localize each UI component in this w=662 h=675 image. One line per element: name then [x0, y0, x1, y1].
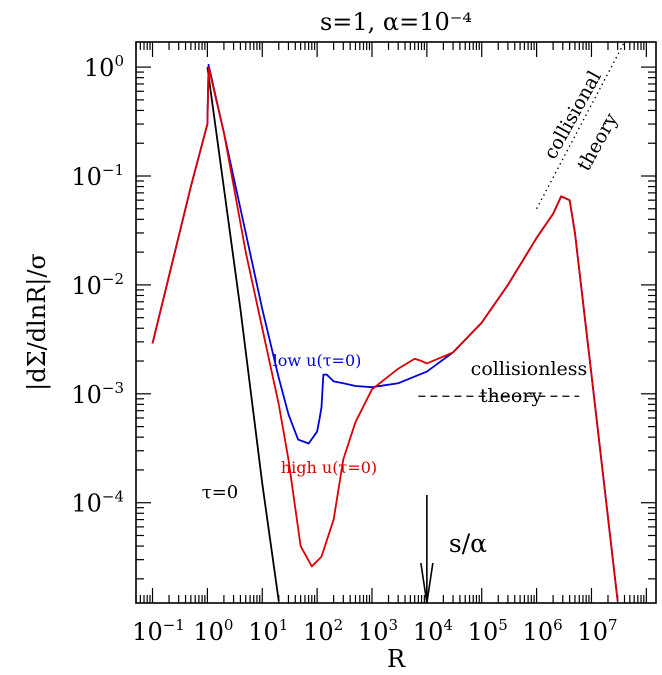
- x-tick-label: 100: [193, 616, 233, 646]
- annotation-collisionless-1: collisionless: [471, 358, 588, 380]
- x-tick-label: 102: [303, 616, 343, 646]
- y-tick-label: 100: [84, 52, 124, 82]
- x-tick-label: 107: [577, 616, 617, 646]
- y-axis-label: |dΣ/dlnR|/σ: [23, 253, 52, 391]
- x-tick-label: 106: [523, 616, 563, 646]
- annotation-collisionless-2: theory: [480, 385, 543, 407]
- series-line-tau0: [206, 66, 280, 602]
- y-tick-label: 10−1: [71, 161, 124, 191]
- x-axis-label: R: [387, 645, 406, 673]
- series-line-high-u: [151, 66, 619, 602]
- collisional-theory-line: [536, 42, 626, 210]
- x-tick-label: 10−1: [132, 616, 185, 646]
- s-alpha-arrowhead: [420, 562, 434, 604]
- axis-tick-labels: 10−1 100 101 102 103 104 105 106 107 100 10−1 10−2 1…: [71, 52, 617, 646]
- annotation-tau0: τ=0: [202, 482, 239, 503]
- y-tick-label: 10−4: [71, 488, 124, 518]
- x-tick-label: 104: [413, 616, 453, 646]
- annotation-s-alpha: s/α: [449, 529, 487, 558]
- x-tick-label: 103: [358, 616, 398, 646]
- axis-ticks: [135, 42, 656, 603]
- x-tick-label: 101: [248, 616, 288, 646]
- annotations: low u(τ=0)high u(τ=0)τ=0collisionaltheor…: [202, 67, 623, 604]
- plot-frame: [135, 41, 657, 604]
- chart-title: s=1, α=10⁻⁴: [320, 8, 472, 36]
- data-series: [151, 63, 619, 602]
- x-tick-label: 105: [468, 616, 508, 646]
- y-tick-label: 10−3: [71, 379, 124, 409]
- y-tick-label: 10−2: [71, 270, 124, 300]
- annotation-high: high u(τ=0): [281, 458, 377, 477]
- annotation-low: low u(τ=0): [273, 351, 362, 370]
- reference-lines: [418, 42, 626, 397]
